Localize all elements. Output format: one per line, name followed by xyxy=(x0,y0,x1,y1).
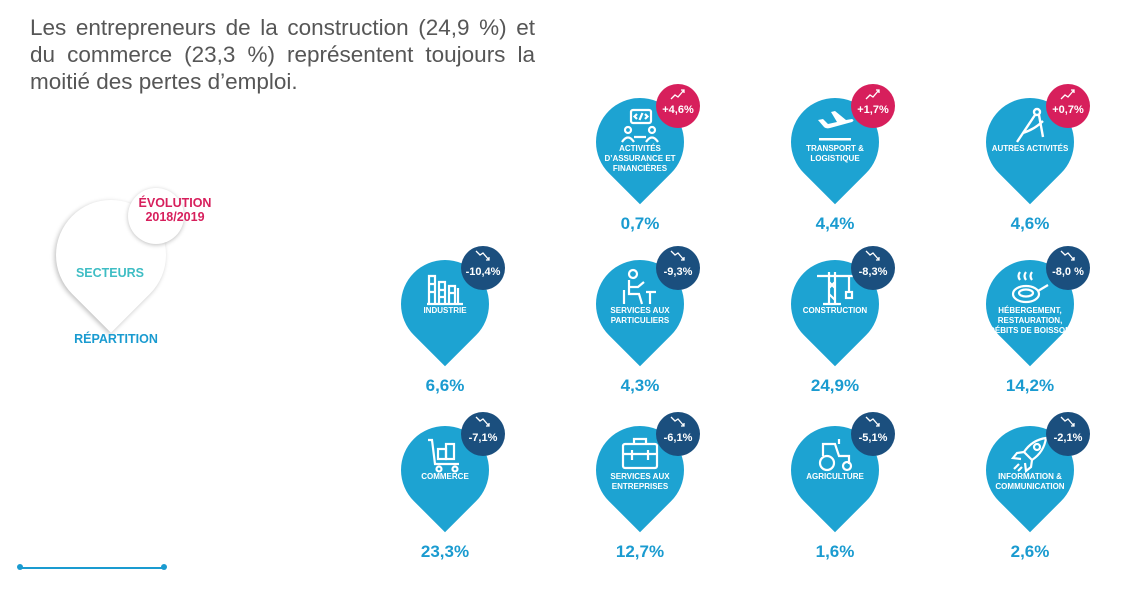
compass-icon xyxy=(1016,107,1045,143)
sector-name: Industrie xyxy=(423,306,467,315)
slider-start-dot[interactable] xyxy=(17,564,23,570)
evolution-badge: -2,1% xyxy=(1046,412,1090,456)
sector-finance: Activités d’assurance et financières +4,… xyxy=(577,79,703,249)
evolution-value: -9,3% xyxy=(663,266,693,278)
sector-business-services: Services aux entreprises -6,1% 12,7% xyxy=(577,407,703,577)
share-value: 4,3% xyxy=(620,376,660,395)
factory-icon xyxy=(427,274,463,306)
sector-construction: Construction -8,3% 24,9% xyxy=(772,241,898,411)
sector-hospitality: Hébergement, restauration, débits de boi… xyxy=(967,241,1093,411)
sector-name: Services aux particuliers xyxy=(610,306,670,325)
sector-information: Information & communication -2,1% 2,6% xyxy=(967,407,1093,577)
share-value: 2,6% xyxy=(1010,542,1050,561)
evolution-value: -2,1% xyxy=(1053,432,1083,444)
evolution-value: +4,6% xyxy=(662,104,694,116)
evolution-value: +0,7% xyxy=(1052,104,1084,116)
trend-down-icon xyxy=(475,250,490,261)
share-value: 24,9% xyxy=(810,376,860,395)
trend-down-icon xyxy=(670,416,685,427)
share-value: 4,6% xyxy=(1010,214,1050,233)
evolution-value: -5,1% xyxy=(858,432,888,444)
sector-name: Autres activités xyxy=(991,144,1069,153)
trend-down-icon xyxy=(865,250,880,261)
person-desk-icon xyxy=(622,268,656,305)
sector-name: Agriculture xyxy=(806,472,864,481)
sector-name: Transport & logistique xyxy=(806,144,864,163)
trend-down-icon xyxy=(1060,250,1075,261)
plane-icon xyxy=(818,111,854,141)
toolbox-icon xyxy=(621,437,659,470)
evolution-value: -6,1% xyxy=(663,432,693,444)
trend-down-icon xyxy=(475,416,490,427)
evolution-badge: +4,6% xyxy=(656,84,700,128)
sector-personal-services: Services aux particuliers -9,3% 4,3% xyxy=(577,241,703,411)
legend: ÉVOLUTION 2018/2019 SECTEURS RÉPARTITION xyxy=(0,0,240,380)
finance-icon xyxy=(621,108,659,143)
tractor-icon xyxy=(818,439,853,472)
sector-transport: Transport & logistique +1,7% 4,4% xyxy=(772,79,898,249)
share-value: 12,7% xyxy=(615,542,665,561)
evolution-value: -7,1% xyxy=(468,432,498,444)
evolution-badge: +0,7% xyxy=(1046,84,1090,128)
sector-other: Autres activités +0,7% 4,6% xyxy=(967,79,1093,249)
trend-up-icon xyxy=(1060,89,1075,100)
sector-agriculture: Agriculture -5,1% 1,6% xyxy=(772,407,898,577)
evolution-badge: -8,3% xyxy=(851,246,895,290)
cart-icon xyxy=(428,438,459,473)
share-value: 1,6% xyxy=(815,542,855,561)
evolution-badge: +1,7% xyxy=(851,84,895,128)
evolution-badge: -5,1% xyxy=(851,412,895,456)
sector-name: Hébergement, restauration, débits de boi… xyxy=(989,306,1071,335)
legend-badge xyxy=(128,188,184,244)
sector-industry: Industrie -10,4% 6,6% xyxy=(382,241,508,411)
trend-down-icon xyxy=(670,250,685,261)
evolution-badge: -8,0 % xyxy=(1046,246,1090,290)
sector-commerce: Commerce -7,1% 23,3% xyxy=(382,407,508,577)
rocket-icon xyxy=(1010,436,1048,474)
legend-evolution-line1: ÉVOLUTION xyxy=(138,196,212,210)
sector-name: Activités d’assurance et financières xyxy=(604,144,676,173)
share-value: 0,7% xyxy=(620,214,660,233)
slider-end-dot[interactable] xyxy=(161,564,167,570)
page-slider[interactable] xyxy=(17,564,167,570)
intro-text: Les entrepreneurs de la construction (24… xyxy=(30,15,535,94)
legend-evolution: ÉVOLUTION 2018/2019 xyxy=(120,196,230,224)
crane-icon xyxy=(817,272,854,306)
legend-evolution-line2: 2018/2019 xyxy=(145,210,205,224)
evolution-value: -10,4% xyxy=(465,266,501,278)
share-value: 4,4% xyxy=(815,214,855,233)
evolution-badge: -9,3% xyxy=(656,246,700,290)
trend-down-icon xyxy=(1060,416,1075,427)
pan-icon xyxy=(1011,271,1049,304)
trend-up-icon xyxy=(865,89,880,100)
share-value: 23,3% xyxy=(420,542,470,561)
trend-up-icon xyxy=(670,89,685,100)
evolution-value: -8,3% xyxy=(858,266,888,278)
share-value: 6,6% xyxy=(425,376,465,395)
share-value: 14,2% xyxy=(1005,376,1055,395)
trend-down-icon xyxy=(865,416,880,427)
legend-share-label: RÉPARTITION xyxy=(74,332,158,346)
evolution-badge: -7,1% xyxy=(461,412,505,456)
evolution-value: +1,7% xyxy=(857,104,889,116)
sector-name: Commerce xyxy=(421,472,469,481)
sector-name: Services aux entreprises xyxy=(610,472,670,491)
sector-name: Information & communication xyxy=(995,472,1065,491)
evolution-badge: -10,4% xyxy=(461,246,505,290)
evolution-value: -8,0 % xyxy=(1052,266,1084,278)
sector-name: Construction xyxy=(802,306,868,315)
evolution-badge: -6,1% xyxy=(656,412,700,456)
legend-sectors-label: SECTEURS xyxy=(75,266,145,280)
